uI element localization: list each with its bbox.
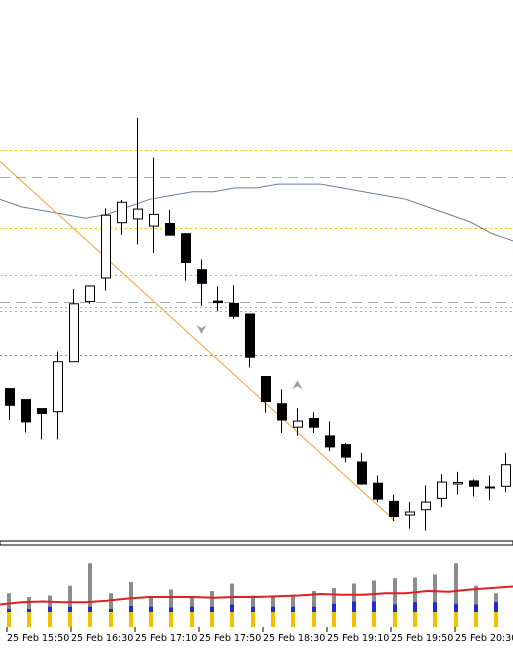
volume-bar [251, 596, 255, 628]
volume-bar [149, 597, 153, 627]
volume-bar-yellow [88, 612, 92, 627]
volume-bar-yellow [271, 612, 275, 627]
volume-bar [372, 581, 376, 628]
candle-body [486, 487, 495, 488]
candle-body [422, 502, 431, 510]
volume-bar [433, 575, 437, 628]
volume-bar-yellow [312, 612, 316, 627]
time-tick-label: 25 Feb 19:10 [327, 633, 389, 644]
volume-bar [352, 584, 356, 628]
volume-bar-yellow [7, 612, 11, 627]
candle-body [102, 215, 111, 278]
volume-bar [230, 584, 234, 628]
volume-bar-yellow [474, 612, 478, 627]
candle-body [38, 409, 47, 414]
candle-body [390, 501, 399, 516]
candle-body [470, 481, 479, 486]
time-tick-label: 25 Feb 20:30 [455, 633, 513, 644]
candle-body [326, 436, 335, 447]
volume-bar [291, 595, 295, 627]
volume-bar-yellow [169, 612, 173, 627]
candle-body [278, 404, 287, 420]
volume-bar-yellow [393, 612, 397, 627]
time-tick-label: 25 Feb 17:10 [135, 633, 197, 644]
volume-bar-yellow [210, 612, 214, 627]
volume-bar-yellow [352, 612, 356, 627]
volume-bar [494, 593, 498, 627]
volume-bar-yellow [433, 612, 437, 627]
volume-bar-yellow [494, 612, 498, 627]
volume-bar-yellow [27, 612, 31, 627]
candle-body [118, 202, 127, 222]
volume-bar-yellow [372, 612, 376, 627]
candle-body [54, 362, 63, 412]
candle-body [438, 482, 447, 498]
volume-bar [413, 578, 417, 628]
candle [86, 285, 95, 304]
volume-bar-yellow [454, 612, 458, 627]
candle-body [22, 400, 31, 422]
candle-body [214, 301, 223, 303]
volume-bar-yellow [109, 612, 113, 627]
volume-bar [312, 591, 316, 627]
volume-bar [88, 563, 92, 627]
time-tick-label: 25 Feb 18:30 [263, 633, 325, 644]
volume-bar [190, 597, 194, 627]
volume-bar-yellow [413, 612, 417, 627]
candle-body [502, 465, 511, 487]
volume-bar-yellow [190, 612, 194, 627]
candle-body [342, 445, 351, 458]
volume-bar [474, 586, 478, 627]
volume-bar-yellow [48, 612, 52, 627]
volume-bar-yellow [291, 612, 295, 627]
candle-body [454, 483, 463, 485]
volume-bar-yellow [251, 612, 255, 627]
candle-body [310, 419, 319, 428]
volume-bar [7, 593, 11, 627]
candle-body [134, 209, 143, 219]
volume-bar [271, 597, 275, 627]
candle-body [150, 214, 159, 226]
candle-body [166, 224, 175, 236]
candle-body [70, 304, 79, 362]
candle-body [294, 421, 303, 427]
volume-bar [393, 578, 397, 627]
candle-body [198, 270, 207, 284]
volume-bar-yellow [230, 612, 234, 627]
volume-bar-yellow [68, 612, 72, 627]
candle-body [262, 377, 271, 402]
candle-body [406, 512, 415, 515]
volume-bar-yellow [129, 612, 133, 627]
candle [102, 208, 111, 290]
volume-bar [129, 582, 133, 627]
candle-body [230, 303, 239, 316]
volume-bar-yellow [149, 612, 153, 627]
time-tick-label: 25 Feb 16:30 [71, 633, 133, 644]
candle-body [246, 314, 255, 357]
candle-body [6, 389, 15, 406]
time-tick-label: 25 Feb 19:50 [391, 633, 453, 644]
volume-bar [48, 596, 52, 628]
volume-bar [454, 563, 458, 627]
candle-body [358, 462, 367, 484]
time-tick-label: 25 Feb 15:50 [7, 633, 69, 644]
time-tick-label: 25 Feb 17:50 [199, 633, 261, 644]
candle-body [374, 483, 383, 499]
volume-bar-yellow [332, 612, 336, 627]
volume-bar [68, 586, 72, 627]
candle-body [182, 234, 191, 263]
volume-bar [109, 593, 113, 627]
candle-body [86, 286, 95, 302]
volume-bar [169, 590, 173, 628]
volume-bar [210, 591, 214, 627]
